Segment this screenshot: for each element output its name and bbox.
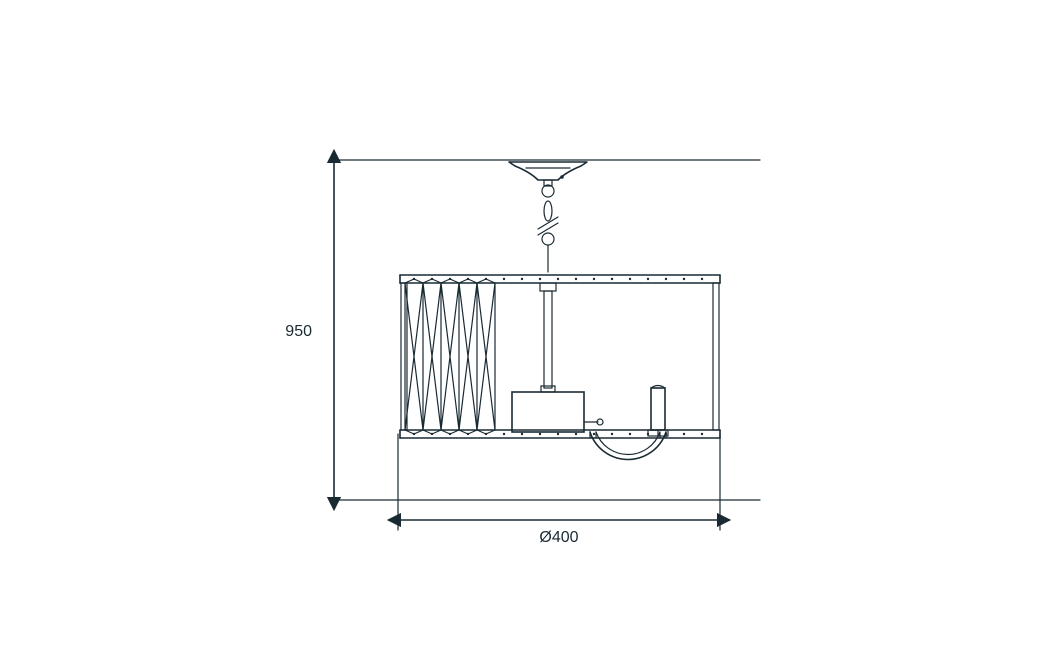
dimension-vertical-label: 950 — [285, 323, 312, 340]
dimension-horizontal-label: Ø400 — [539, 529, 578, 546]
